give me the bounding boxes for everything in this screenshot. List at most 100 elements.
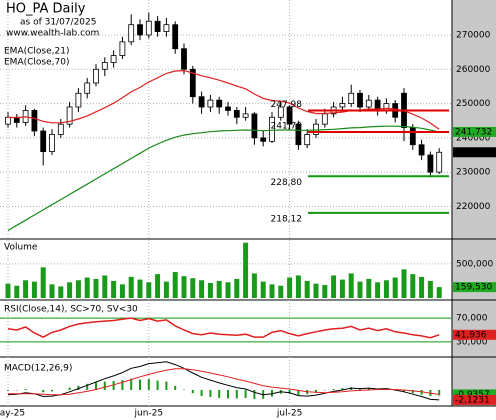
macd-histogram-bar — [297, 389, 300, 396]
candle-body — [427, 154, 434, 173]
volume-bar — [313, 283, 319, 298]
macd-histogram-bar — [103, 381, 106, 390]
macd-histogram-bar — [315, 389, 317, 393]
macd-histogram-bar — [438, 389, 441, 396]
candle-body — [137, 24, 143, 36]
macd-histogram-bar — [24, 389, 27, 390]
y-tick-label: 500,000 — [456, 259, 493, 269]
volume-bar — [49, 284, 55, 298]
candle-body — [163, 24, 170, 32]
volume-bar — [357, 281, 363, 298]
level-label: 247,98 — [271, 100, 303, 110]
volume-bar — [84, 277, 90, 298]
volume-bar — [401, 269, 407, 298]
rsi-line — [7, 317, 440, 339]
candle-body — [66, 106, 73, 125]
macd-histogram-bar — [411, 389, 414, 394]
last-value-label: 41,936 — [455, 330, 487, 340]
macd-histogram-bar — [218, 389, 221, 398]
candle-body — [251, 113, 258, 139]
volume-bar — [155, 274, 161, 298]
volume-bar — [14, 285, 20, 298]
volume-bar — [260, 281, 266, 298]
candle-body — [207, 99, 214, 108]
last-value-label: 235,800 — [455, 148, 492, 158]
legend-entry: EMA(Close,21) — [4, 47, 69, 57]
volume-bar — [128, 276, 134, 298]
volume-bar — [392, 277, 398, 298]
macd-histogram-bar — [200, 389, 203, 397]
y-tick-label: 250000 — [456, 99, 491, 109]
volume-bar — [251, 273, 257, 298]
candle-body — [365, 99, 372, 108]
volume-bar — [375, 282, 381, 298]
candle-body — [348, 92, 355, 104]
pane-title: MACD(12,26,9) — [4, 364, 72, 374]
candle-body — [154, 20, 161, 32]
volume-bar — [31, 281, 37, 298]
volume-bar — [146, 282, 152, 298]
macd-histogram-bar — [288, 389, 291, 394]
macd-histogram-bar — [7, 389, 9, 391]
volume-bar — [278, 285, 284, 298]
macd-histogram-bar — [253, 389, 256, 399]
volume-bar — [199, 280, 205, 298]
last-value-box — [453, 329, 496, 340]
candle-body — [260, 137, 267, 142]
macd-histogram-bar — [86, 383, 89, 390]
volume-bar — [322, 285, 328, 298]
macd-histogram-bar — [95, 382, 97, 390]
volume-bar — [67, 282, 73, 298]
volume-bar — [58, 286, 64, 298]
volume-bar — [234, 278, 240, 298]
volume-bar — [23, 280, 29, 298]
x-tick-label: jul-25 — [276, 409, 302, 419]
macd-line — [7, 361, 440, 401]
candle-body — [225, 106, 231, 111]
volume-bar — [304, 280, 310, 298]
macd-histogram-bar — [42, 389, 45, 393]
last-value-box — [453, 126, 496, 137]
volume-bar — [436, 287, 442, 298]
last-value-label: 241,732 — [455, 127, 492, 137]
macd-histogram-bar — [332, 389, 335, 390]
volume-bar — [339, 279, 345, 298]
macd-histogram-bar — [68, 387, 71, 390]
macd-histogram-bar — [403, 389, 405, 392]
volume-bar — [269, 284, 275, 298]
last-value-label: -2,1231 — [455, 395, 490, 405]
x-tick-label: jun-25 — [133, 409, 163, 419]
volume-bar — [366, 278, 372, 298]
macd-histogram-bar — [209, 389, 212, 398]
candle-body — [304, 134, 311, 146]
volume-bar — [40, 267, 46, 298]
legend-entry: EMA(Close,70) — [4, 58, 69, 68]
candle-body — [128, 24, 135, 43]
candle-body — [198, 96, 205, 108]
macd-histogram-bar — [165, 381, 168, 390]
volume-bar — [5, 283, 11, 298]
candle-body — [339, 103, 346, 108]
candle-body — [40, 130, 47, 152]
candle-body — [269, 116, 275, 142]
y-tick-label: 270000 — [456, 30, 491, 40]
last-value-label: -0,9357 — [455, 390, 490, 400]
candle-body — [110, 55, 117, 63]
y-tick-label: 240000 — [456, 133, 491, 143]
volume-bar — [137, 279, 143, 298]
candle-body — [172, 24, 179, 50]
macd-line — [8, 368, 440, 396]
macd-histogram-bar — [420, 389, 423, 395]
macd-histogram-bar — [139, 379, 141, 390]
last-value-box — [453, 282, 496, 293]
pane-title: Volume — [4, 243, 38, 253]
source: www.wealth-lab.com — [6, 29, 99, 39]
candle-body — [57, 123, 64, 135]
y-tick-label: 220000 — [456, 202, 491, 212]
candle-body — [277, 106, 284, 118]
y-tick-label: 30,000 — [456, 337, 488, 347]
x-tick-label: may-25 — [0, 409, 25, 419]
volume-bar — [410, 274, 416, 298]
macd-histogram-bar — [227, 389, 229, 399]
